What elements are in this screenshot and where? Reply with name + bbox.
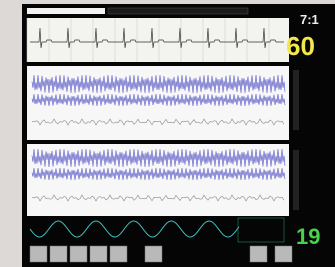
soft-key[interactable]	[30, 246, 47, 262]
soft-key[interactable]	[275, 246, 292, 262]
ecg-strip	[27, 18, 289, 62]
resp-rate: 19	[296, 224, 320, 249]
patient-field	[27, 8, 105, 14]
soft-key[interactable]	[145, 246, 162, 262]
soft-key[interactable]	[70, 246, 87, 262]
eeg-panel-1	[27, 66, 289, 140]
heart-rate: 60	[286, 31, 315, 61]
soft-key[interactable]	[110, 246, 127, 262]
page: 7:1 60 19 (() => { const data = JSON.par…	[0, 0, 335, 267]
soft-key[interactable]	[250, 246, 267, 262]
clock: 7:1	[300, 12, 319, 27]
scrollbar	[293, 150, 299, 210]
status-bar	[108, 8, 248, 14]
monitor: 7:1 60 19	[0, 0, 335, 267]
eeg-panel-2	[27, 144, 289, 216]
scrollbar	[293, 70, 299, 130]
soft-key[interactable]	[90, 246, 107, 262]
soft-key[interactable]	[50, 246, 67, 262]
